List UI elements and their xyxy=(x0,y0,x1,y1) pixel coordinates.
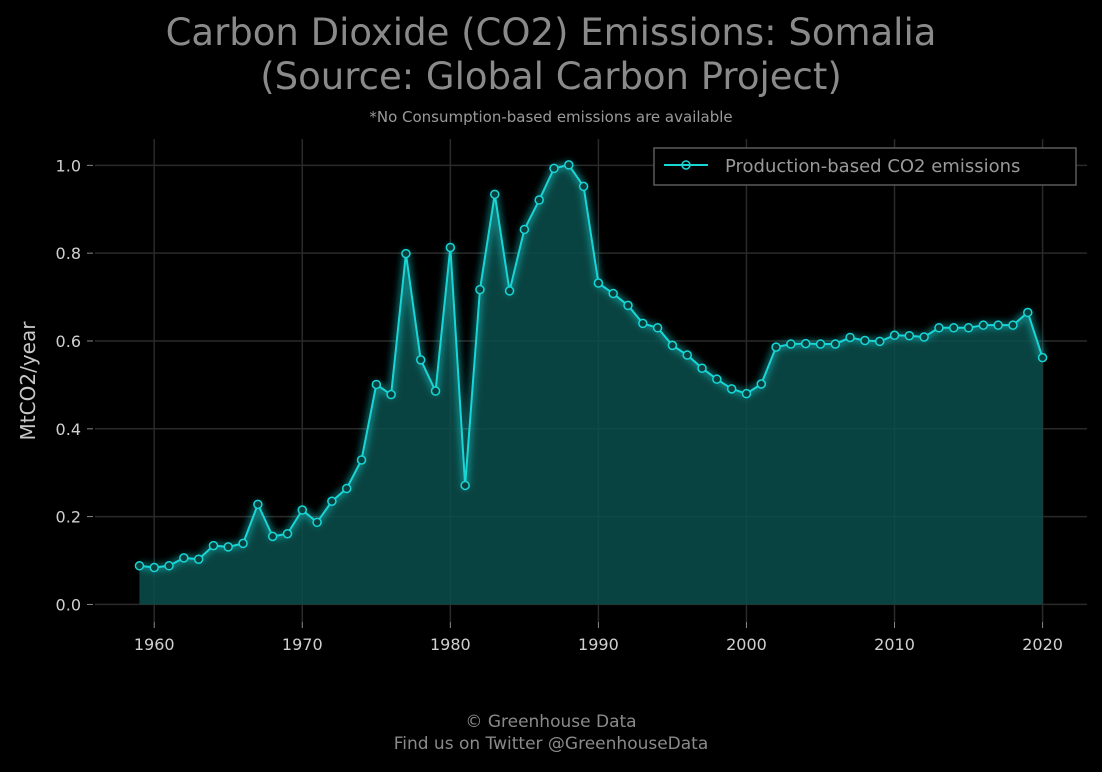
data-point xyxy=(726,384,737,394)
data-point xyxy=(608,288,618,299)
data-point xyxy=(327,496,337,506)
footer-twitter: Find us on Twitter @GreenhouseData xyxy=(393,734,709,754)
data-point xyxy=(445,242,456,253)
data-point xyxy=(1023,307,1033,318)
data-point xyxy=(460,480,470,491)
data-point xyxy=(475,284,485,295)
data-point xyxy=(312,517,322,528)
data-point xyxy=(919,332,929,342)
footer-copyright: © Greenhouse Data xyxy=(465,712,637,732)
data-point xyxy=(638,318,648,329)
data-point xyxy=(904,330,915,341)
data-point xyxy=(845,332,855,343)
data-point xyxy=(564,160,574,170)
data-point xyxy=(519,224,530,235)
y-axis-label: MtCO2/year xyxy=(16,321,40,441)
data-point xyxy=(549,163,559,174)
data-point xyxy=(415,355,426,365)
data-point xyxy=(386,389,396,400)
x-tick-label: 1970 xyxy=(282,635,323,654)
data-point xyxy=(712,374,722,384)
data-point xyxy=(253,499,263,510)
legend-box xyxy=(653,147,1077,186)
x-tick-label: 2000 xyxy=(726,635,767,654)
data-point xyxy=(786,339,796,349)
data-point xyxy=(267,531,278,542)
data-point xyxy=(490,189,500,200)
data-point xyxy=(179,553,189,563)
legend-marker-swatch xyxy=(681,160,691,170)
x-tick-label: 2020 xyxy=(1022,635,1063,654)
data-point xyxy=(1008,320,1018,330)
data-point xyxy=(430,386,441,396)
data-point xyxy=(934,323,944,333)
data-point xyxy=(164,561,174,571)
data-point xyxy=(874,336,885,347)
data-point xyxy=(1037,352,1048,363)
data-point xyxy=(593,278,604,288)
data-point xyxy=(993,320,1003,330)
chart-title-source: (Source: Global Carbon Project) xyxy=(260,55,842,98)
legend-label: Production-based CO2 emissions xyxy=(725,156,1020,177)
data-point xyxy=(948,323,959,333)
y-tick-label: 0.2 xyxy=(56,508,81,527)
x-tick-label: 1990 xyxy=(578,635,619,654)
data-point xyxy=(830,339,841,349)
data-point xyxy=(889,330,900,341)
chart-title: Carbon Dioxide (CO2) Emissions: Somalia xyxy=(165,11,937,54)
data-points xyxy=(134,160,1048,573)
data-point xyxy=(963,323,974,333)
data-point xyxy=(341,483,352,494)
data-point xyxy=(371,379,382,390)
chart-subtitle: *No Consumption-based emissions are avai… xyxy=(369,108,733,126)
data-point xyxy=(978,320,989,330)
data-point xyxy=(756,379,767,389)
data-point xyxy=(193,554,204,564)
y-tick-label: 1.0 xyxy=(56,156,81,175)
data-point xyxy=(297,505,308,515)
data-point xyxy=(208,540,219,551)
y-tick-label: 0.0 xyxy=(56,595,81,614)
x-tick-label: 2010 xyxy=(874,635,915,654)
y-tick-label: 0.8 xyxy=(56,244,81,263)
data-point xyxy=(800,338,811,349)
data-point xyxy=(682,350,692,360)
data-point xyxy=(356,455,367,465)
x-tick-label: 1980 xyxy=(430,635,471,654)
y-tick-label: 0.4 xyxy=(56,420,81,439)
data-point xyxy=(238,538,248,549)
data-point xyxy=(697,363,707,373)
data-point xyxy=(149,562,159,573)
data-point xyxy=(815,339,826,349)
data-point xyxy=(652,323,663,333)
data-point xyxy=(860,335,870,346)
axes: 1960 1970 1980 1990 2000 2010 2020 0.0 0.2 0.4 0.6… xyxy=(56,156,1063,654)
data-point xyxy=(282,528,293,539)
data-point xyxy=(401,248,411,259)
data-point xyxy=(667,340,678,351)
data-point xyxy=(741,388,752,399)
data-point xyxy=(134,561,145,571)
data-point xyxy=(504,286,515,296)
legend: Production-based CO2 emissions xyxy=(653,147,1077,186)
area-fill xyxy=(139,164,1043,605)
data-point xyxy=(534,195,544,205)
data-point xyxy=(578,181,589,192)
data-point xyxy=(771,342,781,352)
data-point xyxy=(223,542,234,552)
data-point xyxy=(623,300,633,311)
emissions-chart: 1960 1970 1980 1990 2000 2010 2020 0.0 0.2 0.4 0.6… xyxy=(16,139,1087,654)
y-tick-label: 0.6 xyxy=(56,332,81,351)
x-tick-label: 1960 xyxy=(134,635,175,654)
